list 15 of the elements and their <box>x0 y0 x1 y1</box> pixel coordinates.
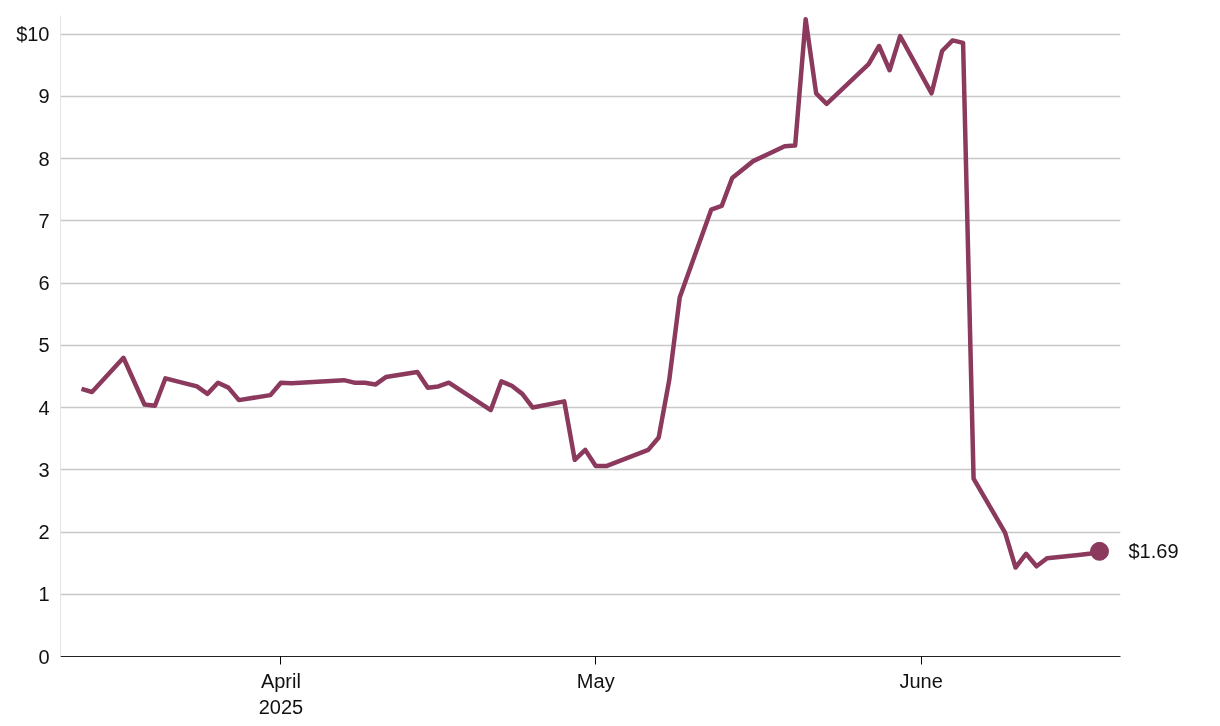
y-tick-label: 4 <box>38 396 50 419</box>
y-tick-label: $10 <box>16 23 50 46</box>
x-tick-label: April 2025 <box>258 669 304 718</box>
y-tick-label: 3 <box>38 458 50 481</box>
y-tick-label: 0 <box>38 645 50 668</box>
y-tick-label: 2 <box>38 521 50 544</box>
y-tick-label: 7 <box>38 209 50 232</box>
y-tick-label: 8 <box>38 147 50 170</box>
x-tick-label: June <box>899 669 943 692</box>
x-tick-label: May <box>576 669 615 692</box>
y-tick-label: 6 <box>38 272 50 295</box>
y-tick-label: 9 <box>38 85 50 108</box>
y-tick-label: 1 <box>38 583 50 606</box>
annotation: $1.69 <box>1128 540 1179 563</box>
y-tick-label: 5 <box>38 334 50 357</box>
